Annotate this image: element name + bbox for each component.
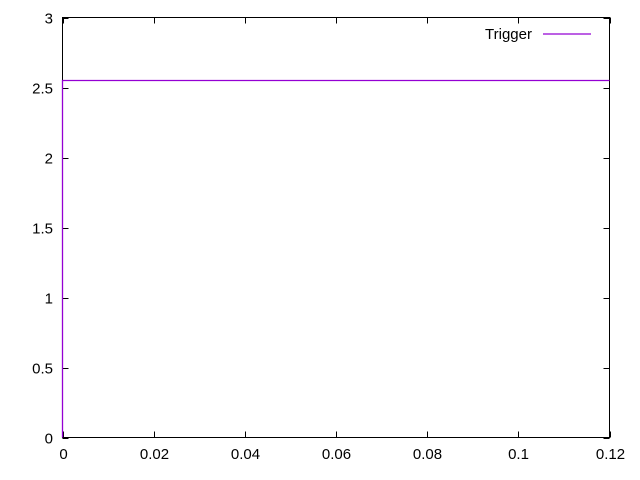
y-tick-label: 0 <box>45 431 53 448</box>
x-tick-label: 0.1 <box>508 446 529 463</box>
y-tick-label: 2 <box>45 151 53 168</box>
y-tick-label: 2.5 <box>32 81 53 98</box>
y-tick-label: 0.5 <box>32 361 53 378</box>
x-tick-label: 0.02 <box>140 446 169 463</box>
axis-ticks <box>62 17 611 439</box>
y-tick-label: 3 <box>45 11 53 28</box>
legend-label: Trigger <box>485 26 532 43</box>
axis-tick-labels: 0 0.02 0.04 0.06 0.08 0.1 0.12 0 0.5 1 1.5 2 2.5 3 <box>32 11 625 464</box>
x-tick-label: 0 <box>59 446 67 463</box>
y-tick-label: 1.5 <box>32 221 53 238</box>
x-tick-label: 0.06 <box>322 446 351 463</box>
legend: Trigger <box>485 26 591 43</box>
data-series <box>61 79 610 438</box>
x-tick-label: 0.12 <box>596 446 625 463</box>
data-line-trigger <box>61 79 610 438</box>
x-tick-label: 0.08 <box>413 446 442 463</box>
x-tick-label: 0.04 <box>231 446 260 463</box>
y-tick-label: 1 <box>45 291 53 308</box>
